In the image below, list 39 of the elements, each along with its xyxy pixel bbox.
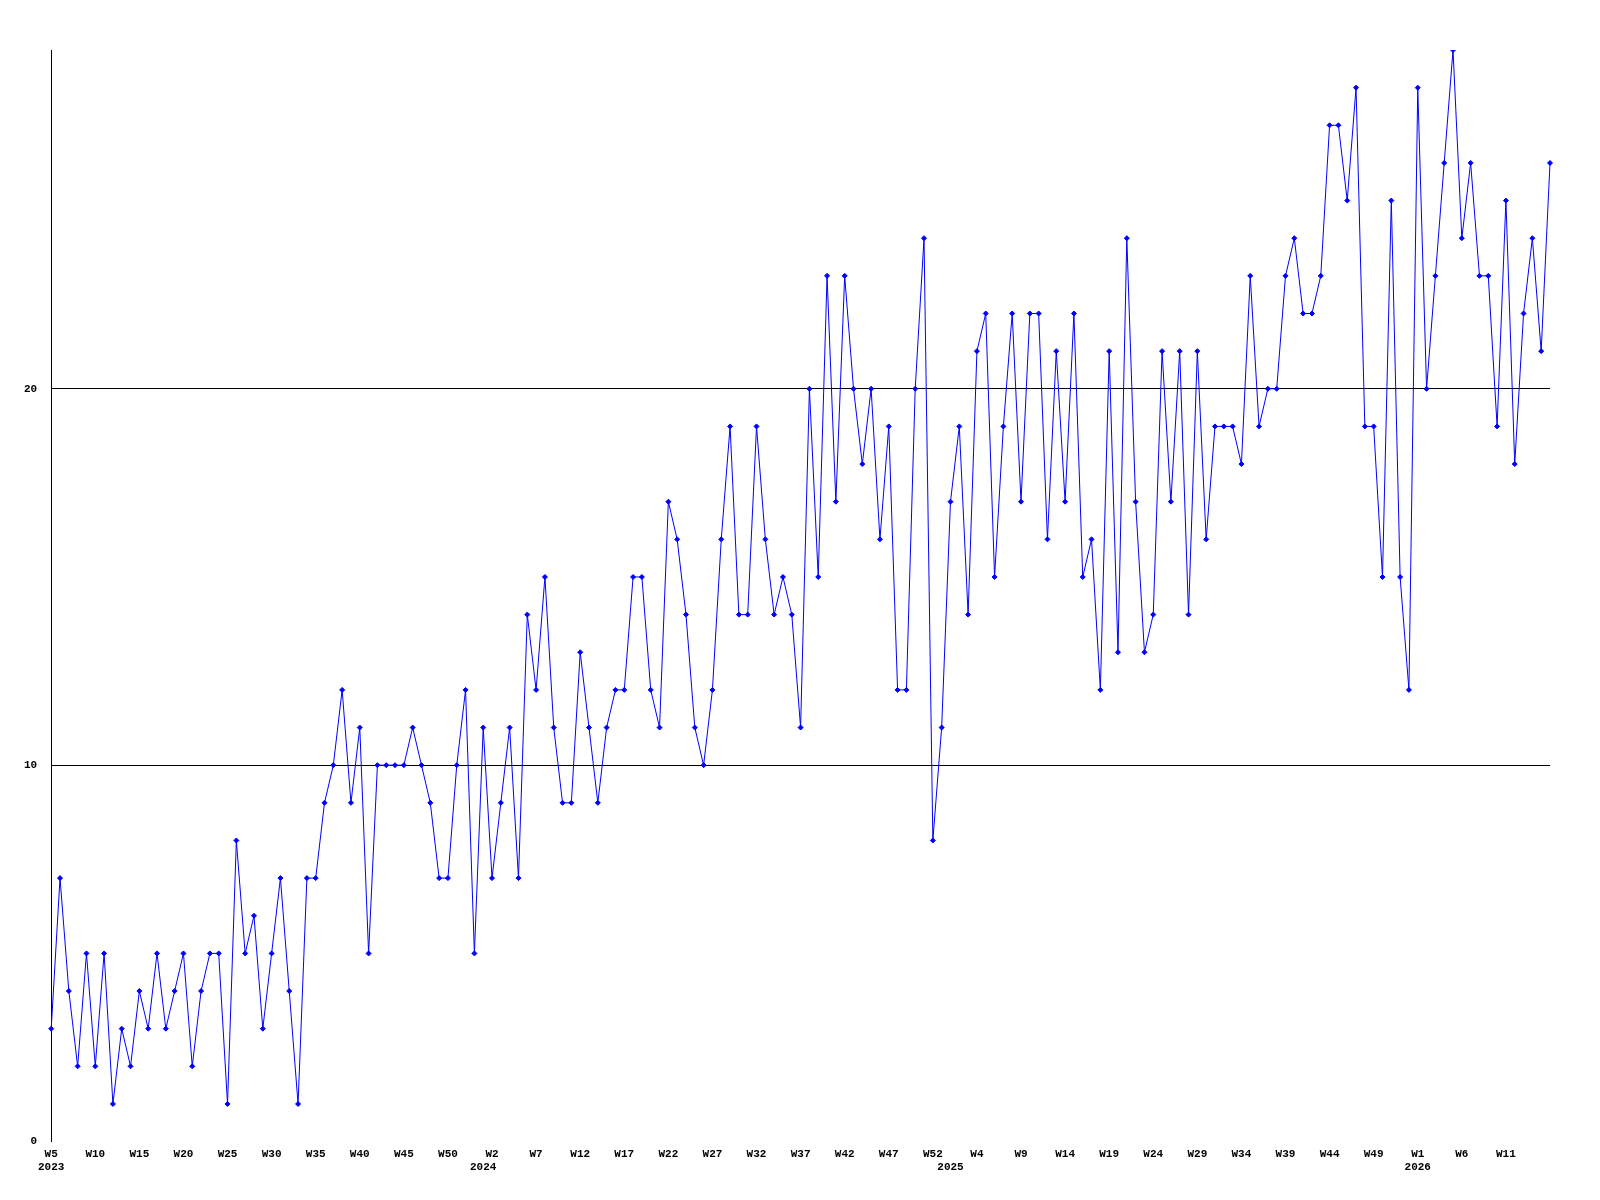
x-tick-label: W52	[922, 1147, 943, 1160]
x-tick-label: W19	[1099, 1147, 1120, 1160]
x-tick-label: W44	[1319, 1147, 1340, 1160]
x-tick-label: W40	[349, 1147, 370, 1160]
x-tick-label: W5 2023	[38, 1147, 65, 1174]
x-tick-label: W30	[261, 1147, 282, 1160]
x-tick-label: W24	[1143, 1147, 1164, 1160]
x-tick-label: W35	[305, 1147, 326, 1160]
x-tick-label: W29	[1187, 1147, 1208, 1160]
x-tick-label: W1 2026	[1404, 1147, 1431, 1174]
x-tick-label: W14	[1055, 1147, 1076, 1160]
x-tick-label: W25	[217, 1147, 238, 1160]
x-tick-label: W11	[1496, 1147, 1517, 1160]
x-tick-label: W49	[1363, 1147, 1384, 1160]
x-tick-label: W12	[570, 1147, 591, 1160]
x-tick-label: 2024	[470, 1161, 497, 1174]
x-tick-label: W45	[393, 1147, 415, 1160]
x-tick-label: W37	[790, 1147, 811, 1160]
x-tick-label: W50	[438, 1147, 458, 1160]
x-tick-label: 2025	[937, 1161, 965, 1174]
x-tick-label: W39	[1275, 1147, 1296, 1160]
y-tick-label: 20	[24, 382, 38, 395]
x-tick-label: W22	[658, 1147, 679, 1160]
x-tick-label: W10	[85, 1147, 106, 1160]
x-tick-label: W42	[834, 1147, 855, 1160]
x-tick-label: W9	[1014, 1147, 1028, 1160]
x-tick-label: W20	[173, 1147, 194, 1160]
x-tick-label: W6	[1455, 1147, 1469, 1160]
x-tick-label: W17	[614, 1147, 635, 1160]
x-tick-label: W4	[970, 1147, 984, 1160]
x-tick-label: W15	[129, 1147, 150, 1160]
x-tick-label: W47	[878, 1147, 899, 1160]
x-tick-label: W27	[702, 1147, 723, 1160]
x-tick-label: W7	[529, 1147, 543, 1160]
y-tick-label: 0	[30, 1135, 38, 1148]
x-tick-label: W34	[1231, 1147, 1252, 1160]
x-tick-label: W32	[746, 1147, 767, 1160]
x-tick-label: W2	[485, 1147, 499, 1160]
y-tick-label: 10	[24, 758, 38, 771]
